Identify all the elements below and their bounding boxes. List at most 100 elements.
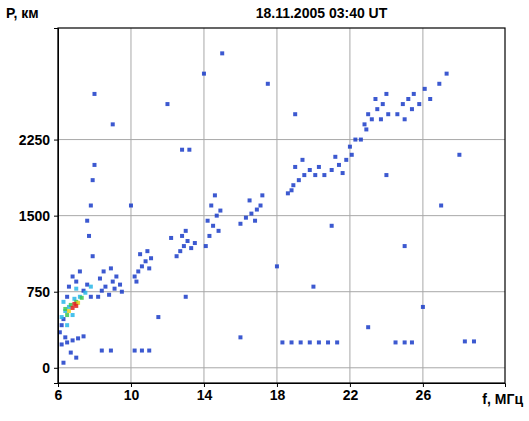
point [100, 349, 104, 353]
grid-line-y [58, 215, 505, 216]
point [366, 325, 370, 329]
point [65, 340, 69, 344]
point [186, 239, 190, 243]
point [353, 138, 357, 142]
point [437, 82, 441, 86]
point [463, 339, 467, 343]
point [111, 122, 115, 126]
point [71, 306, 75, 310]
point [65, 323, 69, 327]
point [178, 249, 182, 253]
point [80, 296, 84, 300]
point [98, 277, 102, 281]
point [180, 234, 184, 238]
point [204, 244, 208, 248]
point [259, 204, 263, 208]
tick-label: 2250 [19, 132, 50, 148]
point [71, 338, 75, 342]
point [417, 102, 421, 106]
tick-label: 22 [343, 387, 359, 403]
point [341, 171, 345, 175]
grid [58, 28, 505, 383]
tick-label: 26 [416, 387, 432, 403]
series [60, 285, 93, 328]
point [100, 289, 104, 293]
point [74, 280, 78, 284]
point [439, 204, 443, 208]
point [375, 107, 379, 111]
point [67, 285, 71, 289]
tick-label: 1500 [19, 208, 50, 224]
point [299, 340, 303, 344]
point [103, 285, 107, 289]
point [61, 361, 65, 365]
point [384, 173, 388, 177]
point [403, 340, 407, 344]
point [133, 275, 137, 279]
x-axis: 61014182226 [55, 383, 506, 403]
y-axis: 0 750 1500 2250 [19, 29, 59, 384]
point [184, 229, 188, 233]
point [91, 178, 95, 182]
point [290, 188, 294, 192]
point [187, 148, 191, 152]
chart: 6101418222607501500225018.11.2005 03:40 … [0, 0, 529, 421]
point [129, 204, 133, 208]
point [209, 204, 213, 208]
series [67, 301, 80, 313]
point [373, 97, 377, 101]
plot-frame [58, 28, 505, 383]
point [63, 307, 67, 311]
point [445, 72, 449, 76]
point [140, 349, 144, 353]
point [175, 254, 179, 258]
point [293, 165, 297, 169]
point [113, 287, 117, 291]
point [211, 224, 215, 228]
tick: 14 [197, 383, 213, 403]
point [308, 340, 312, 344]
point [207, 234, 211, 238]
tick: 750 [27, 284, 58, 300]
point [165, 102, 169, 106]
tick-label: 750 [27, 284, 51, 300]
tick: 10 [124, 383, 140, 403]
point [311, 285, 315, 289]
point [65, 313, 69, 317]
grid-line-x [276, 28, 277, 383]
point [69, 351, 73, 355]
point [350, 153, 354, 157]
point [308, 168, 312, 172]
point [182, 244, 186, 248]
point [410, 107, 414, 111]
point [136, 269, 140, 273]
point [120, 290, 124, 294]
point [202, 72, 206, 76]
point [60, 323, 64, 327]
point [218, 209, 222, 213]
point [421, 305, 425, 309]
grid-line-y [58, 367, 505, 368]
point [366, 112, 370, 116]
point [74, 356, 78, 360]
point [63, 335, 67, 339]
point [300, 158, 304, 162]
tick-label: 0 [42, 360, 50, 376]
point [217, 229, 221, 233]
point [184, 295, 188, 299]
point [238, 335, 242, 339]
point [71, 313, 75, 317]
grid-line-y [58, 291, 505, 292]
point [410, 340, 414, 344]
point [114, 275, 118, 279]
point [206, 219, 210, 223]
point [412, 92, 416, 96]
point [403, 244, 407, 248]
point [215, 214, 219, 218]
point [72, 302, 76, 306]
title: 18.11.2005 03:40 UT [256, 5, 388, 21]
point [83, 291, 87, 295]
point [395, 112, 399, 116]
marks [58, 51, 476, 364]
point [401, 102, 405, 106]
